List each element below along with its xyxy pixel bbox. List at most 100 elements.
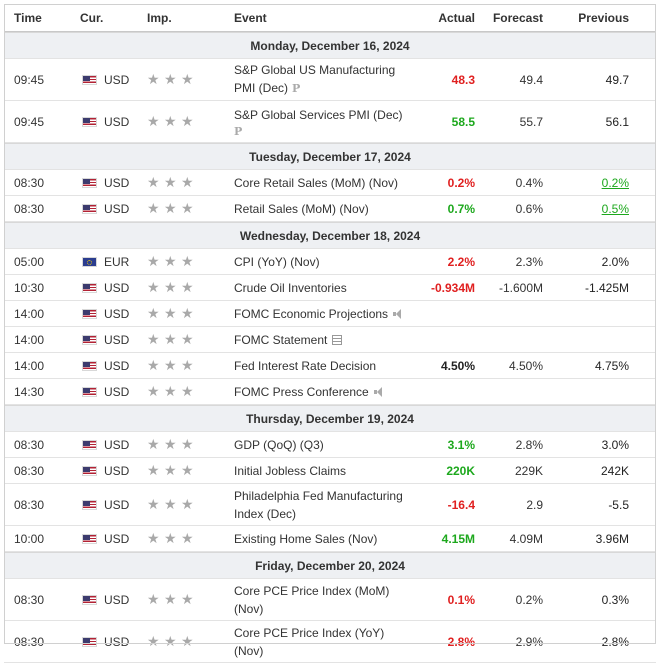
actual-value: -16.4 xyxy=(447,497,475,512)
col-previous-header[interactable]: Previous xyxy=(578,10,629,25)
currency: USD xyxy=(80,359,146,373)
table-row: 08:30 USD ★ ★ ★ Core PCE Price Index (MoM)… xyxy=(4,579,656,621)
event-name-line2[interactable]: Index (Dec) xyxy=(234,506,297,521)
currency-code: USD xyxy=(104,463,130,478)
col-forecast-header[interactable]: Forecast xyxy=(492,10,543,25)
star-icon: ★ xyxy=(164,113,177,129)
event-name[interactable]: Philadelphia Fed Manufacturing Index (Dec… xyxy=(234,487,419,523)
event-name-text[interactable]: FOMC Statement xyxy=(234,332,328,347)
event-name[interactable]: CPI (YoY) (Nov) xyxy=(234,254,320,269)
star-icon: ★ xyxy=(181,633,194,649)
col-currency-header[interactable]: Cur. xyxy=(80,10,104,25)
speaker-icon[interactable] xyxy=(393,309,405,320)
event-name-line1[interactable]: S&P Global Services PMI (Dec) xyxy=(234,107,403,122)
previous-value-revised[interactable]: 0.2% xyxy=(601,175,629,190)
importance-stars: ★ ★ ★ xyxy=(146,71,234,88)
event-name[interactable]: Core PCE Price Index (YoY) (Nov) xyxy=(234,624,419,660)
importance-stars: ★ ★ ★ xyxy=(146,633,234,650)
forecast-value: 2.9% xyxy=(515,634,543,649)
event-name[interactable]: S&P Global Services PMI (Dec) P xyxy=(234,106,419,138)
table-row: 08:30 USD ★ ★ ★ Initial Jobless Claims 220… xyxy=(4,458,656,484)
previous-value: 3.96M xyxy=(595,531,629,546)
currency: USD xyxy=(80,281,146,295)
previous-value-revised[interactable]: 0.5% xyxy=(601,201,629,216)
currency: USD xyxy=(80,635,146,649)
star-icon: ★ xyxy=(181,462,194,478)
table-row: 14:30 USD ★ ★ ★ FOMC Press Conference xyxy=(4,379,656,405)
table-header: Time Cur. Imp. Event Actual Forecast Pre… xyxy=(4,4,656,32)
day-header: Monday, December 16, 2024 xyxy=(4,32,656,59)
star-icon: ★ xyxy=(164,71,177,87)
star-icon: ★ xyxy=(181,305,194,321)
forecast-value: 2.9 xyxy=(526,497,543,512)
event-name[interactable]: Core PCE Price Index (MoM) (Nov) xyxy=(234,582,419,618)
actual-value: 58.5 xyxy=(451,114,475,129)
forecast-value: 0.6% xyxy=(515,201,543,216)
star-icon: ★ xyxy=(164,253,177,269)
star-icon: ★ xyxy=(164,331,177,347)
event-time: 14:00 xyxy=(14,332,45,347)
event-name[interactable]: Core Retail Sales (MoM) (Nov) xyxy=(234,175,399,190)
event-name-text[interactable]: FOMC Press Conference xyxy=(234,384,369,399)
currency: USD xyxy=(80,593,146,607)
event-name-line2[interactable]: PMI (Dec) xyxy=(234,81,288,95)
importance-stars: ★ ★ ★ xyxy=(146,174,234,191)
us-flag-icon xyxy=(82,386,97,397)
document-icon[interactable] xyxy=(332,335,343,346)
col-actual-header[interactable]: Actual xyxy=(438,10,475,25)
forecast-value: 0.4% xyxy=(515,175,543,190)
event-name-line1[interactable]: S&P Global US Manufacturing xyxy=(234,63,396,77)
table-row: 10:00 USD ★ ★ ★ Existing Home Sales (Nov) … xyxy=(4,526,656,552)
speaker-icon[interactable] xyxy=(373,387,386,398)
currency-code: USD xyxy=(104,497,130,512)
star-icon: ★ xyxy=(181,113,194,129)
star-icon: ★ xyxy=(164,279,177,295)
table-row: 08:30 USD ★ ★ ★ Core PCE Price Index (YoY)… xyxy=(4,621,656,663)
event-name[interactable]: Initial Jobless Claims xyxy=(234,463,347,478)
currency: USD xyxy=(80,176,146,190)
event-name[interactable]: Crude Oil Inventories xyxy=(234,280,347,295)
importance-stars: ★ ★ ★ xyxy=(146,113,234,130)
event-name[interactable]: FOMC Economic Projections xyxy=(234,305,419,323)
event-name[interactable]: Retail Sales (MoM) (Nov) xyxy=(234,201,369,216)
us-flag-icon xyxy=(82,636,97,647)
event-name-line1[interactable]: Core PCE Price Index (MoM) xyxy=(234,583,390,598)
actual-value: 48.3 xyxy=(451,72,475,87)
star-icon: ★ xyxy=(147,436,160,452)
event-name-line2[interactable]: (Nov) xyxy=(234,601,264,616)
star-icon: ★ xyxy=(164,633,177,649)
event-time: 08:30 xyxy=(14,497,45,512)
currency-code: USD xyxy=(104,531,130,546)
table-row: 08:30 USD ★ ★ ★ Philadelphia Fed Manufactu… xyxy=(4,484,656,526)
col-event-header[interactable]: Event xyxy=(234,10,267,25)
table-row: 14:00 USD ★ ★ ★ FOMC Statement xyxy=(4,327,656,353)
event-name-text[interactable]: FOMC Economic Projections xyxy=(234,306,389,321)
currency-code: USD xyxy=(104,437,130,452)
event-name[interactable]: GDP (QoQ) (Q3) xyxy=(234,437,324,452)
event-time: 08:30 xyxy=(14,592,45,607)
event-name[interactable]: FOMC Statement xyxy=(234,331,419,349)
event-name[interactable]: S&P Global US Manufacturing PMI (Dec) P xyxy=(234,61,419,98)
event-name[interactable]: Fed Interest Rate Decision xyxy=(234,358,377,373)
actual-value: 220K xyxy=(446,463,475,478)
star-icon: ★ xyxy=(147,200,160,216)
previous-value: 0.3% xyxy=(601,592,629,607)
actual-value: 4.15M xyxy=(441,531,475,546)
star-icon: ★ xyxy=(164,496,177,512)
event-name[interactable]: FOMC Press Conference xyxy=(234,383,419,401)
event-name-line1[interactable]: Philadelphia Fed Manufacturing xyxy=(234,488,403,503)
us-flag-icon xyxy=(82,360,97,371)
event-time: 05:00 xyxy=(14,254,45,269)
star-icon: ★ xyxy=(147,383,160,399)
us-flag-icon xyxy=(82,177,97,188)
col-importance-header[interactable]: Imp. xyxy=(147,10,172,25)
us-flag-icon xyxy=(82,308,97,319)
us-flag-icon xyxy=(82,116,97,127)
event-name-line1[interactable]: Core PCE Price Index (YoY) xyxy=(234,625,385,640)
star-icon: ★ xyxy=(181,530,194,546)
event-name[interactable]: Existing Home Sales (Nov) xyxy=(234,531,378,546)
importance-stars: ★ ★ ★ xyxy=(146,253,234,270)
col-time-header[interactable]: Time xyxy=(14,10,42,25)
star-icon: ★ xyxy=(181,71,194,87)
actual-value: 2.8% xyxy=(447,634,475,649)
